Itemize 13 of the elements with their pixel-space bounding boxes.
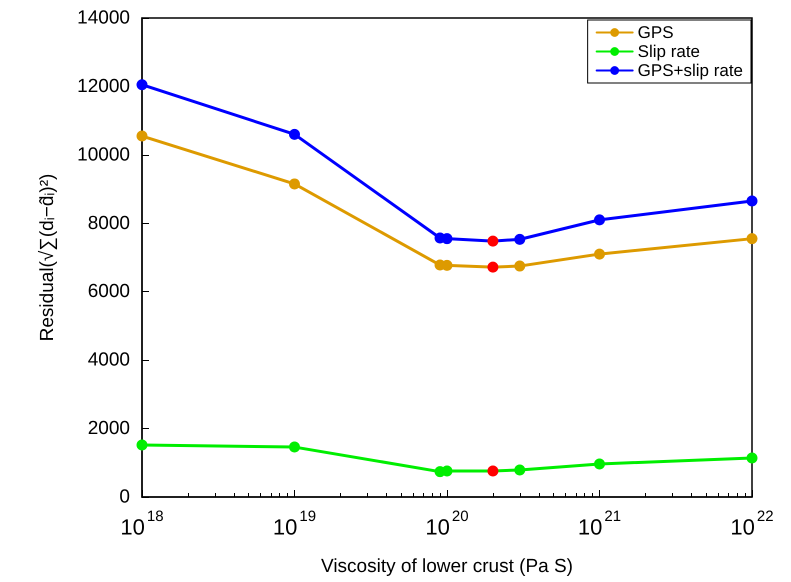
- x-axis-title: Viscosity of lower crust (Pa S): [320, 556, 574, 577]
- y-tick-label: 8000: [88, 212, 130, 234]
- legend-label: Slip rate: [638, 42, 700, 61]
- y-axis-title: Residual(√∑(dᵢ−d̂ᵢ)²): [37, 174, 58, 342]
- y-tick-label: 0: [119, 486, 130, 508]
- y-tick-label: 12000: [77, 76, 130, 97]
- y-tick-label: 10000: [77, 144, 130, 166]
- legend-label: GPS+slip rate: [638, 61, 744, 80]
- y-tick-label: 4000: [88, 350, 130, 371]
- y-tick-label: 6000: [88, 281, 130, 302]
- y-tick-label: 2000: [88, 418, 130, 440]
- y-tick-label: 14000: [77, 8, 130, 28]
- legend-label: GPS: [638, 23, 674, 42]
